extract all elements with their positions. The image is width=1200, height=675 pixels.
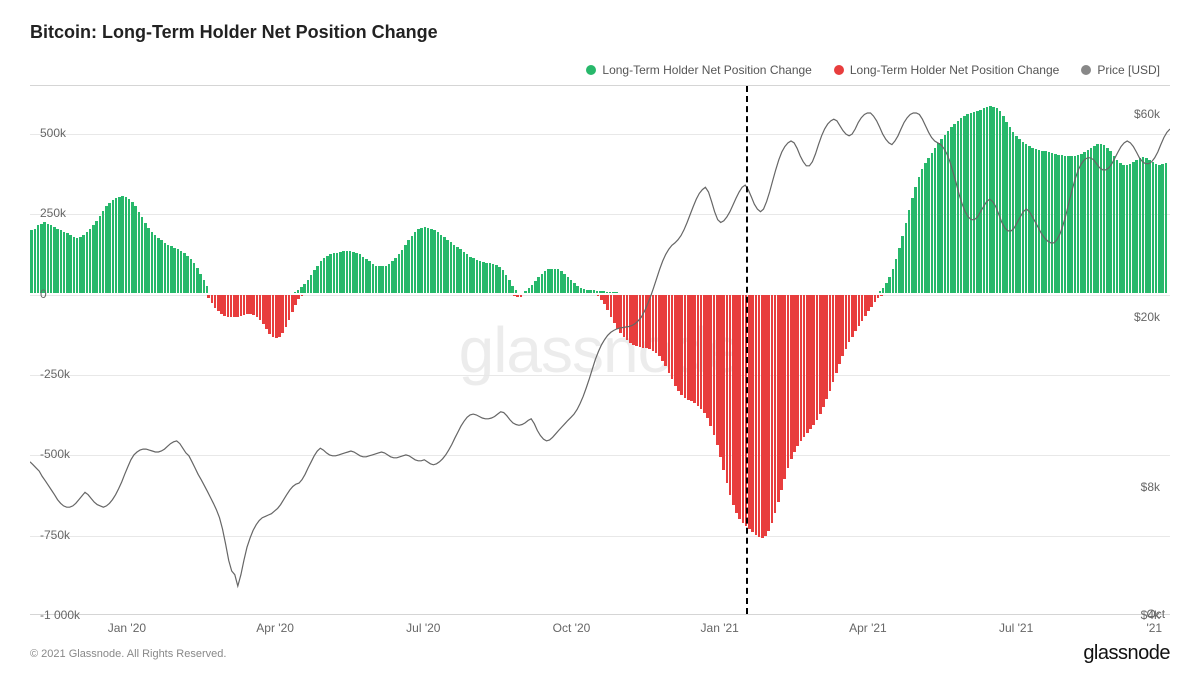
y-left-tick: 500k <box>40 126 66 140</box>
x-tick: Apr '20 <box>256 621 294 635</box>
bars-negative <box>30 295 1170 616</box>
legend-item-price: Price [USD] <box>1081 63 1160 77</box>
legend-item-positive: Long-Term Holder Net Position Change <box>586 63 811 77</box>
x-tick: Jul '20 <box>406 621 440 635</box>
x-tick: Oct '20 <box>553 621 591 635</box>
chart-title: Bitcoin: Long-Term Holder Net Position C… <box>30 22 438 43</box>
y-left-tick: -1 000k <box>40 608 80 622</box>
y-right-tick: $20k <box>1134 310 1160 324</box>
legend-swatch-positive <box>586 65 596 75</box>
legend-swatch-price <box>1081 65 1091 75</box>
y-right-tick: $8k <box>1141 480 1160 494</box>
x-tick: Jan '20 <box>108 621 146 635</box>
y-left-tick: -750k <box>40 528 70 542</box>
vertical-marker <box>746 86 748 614</box>
x-tick: Apr '21 <box>849 621 887 635</box>
bars-positive <box>30 84 1170 293</box>
branding-logo: glassnode <box>1083 642 1170 665</box>
y-right-tick: $4k <box>1141 608 1160 622</box>
legend-item-negative: Long-Term Holder Net Position Change <box>834 63 1059 77</box>
y-right-tick: $60k <box>1134 107 1160 121</box>
legend-swatch-negative <box>834 65 844 75</box>
x-tick: Jan '21 <box>701 621 739 635</box>
y-left-tick: -250k <box>40 367 70 381</box>
x-tick: Jul '21 <box>999 621 1033 635</box>
legend-label-price: Price [USD] <box>1097 63 1160 77</box>
y-left-tick: -500k <box>40 447 70 461</box>
chart-plot-area: glassnode <box>30 85 1170 615</box>
legend-label-positive: Long-Term Holder Net Position Change <box>602 63 811 77</box>
y-left-tick: 250k <box>40 206 66 220</box>
copyright-footer: © 2021 Glassnode. All Rights Reserved. <box>30 648 226 660</box>
legend: Long-Term Holder Net Position Change Lon… <box>586 63 1160 77</box>
y-left-tick: 0 <box>40 287 47 301</box>
legend-label-negative: Long-Term Holder Net Position Change <box>850 63 1059 77</box>
